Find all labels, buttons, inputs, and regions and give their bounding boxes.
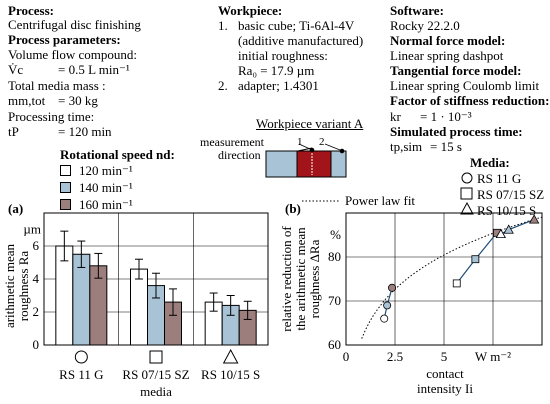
stiffness-symbol: kr <box>390 109 401 124</box>
chart-b-xlabel-line1: contact <box>426 366 464 381</box>
speed-120-label: 120 min⁻¹ <box>79 163 133 178</box>
chart-b-ylabel-line3: roughness ΔRa <box>307 239 322 318</box>
simtime-value: = 15 s <box>430 139 462 154</box>
chart-b-fit-legend-label: Power law fit <box>345 193 415 208</box>
circle-icon <box>74 350 88 364</box>
marker-2-leader <box>324 143 341 151</box>
marker-2: 2 <box>319 136 325 148</box>
chart-b-xtick-label: 2.5 <box>387 349 403 364</box>
square-icon <box>149 350 163 364</box>
cube-body <box>296 150 332 178</box>
media-legend-item-rs1015s: RS 10/15 S <box>477 203 537 218</box>
tangential-force-heading: Tangential force model: <box>390 63 522 78</box>
panel-a-label: (a) <box>8 201 24 216</box>
circle-icon <box>461 172 473 184</box>
point-2-marker <box>339 148 345 154</box>
speed-160-swatch <box>60 199 71 210</box>
flow-value: = 0.5 L min⁻¹ <box>58 62 130 77</box>
normal-force-value: Linear spring dashpot <box>390 48 504 63</box>
workpiece-item2-line1: adapter; 1.4301 <box>238 78 319 93</box>
chart-b-xtick-label: 5 <box>441 349 448 364</box>
speed-heading: Rotational speed nd: <box>60 147 175 162</box>
media-legend-heading: Media: <box>470 155 510 170</box>
media-legend-item-rs11g: RS 11 G <box>477 171 522 186</box>
chart-a-ytick-label: 0 <box>33 337 40 352</box>
process-heading: Process: <box>8 3 54 18</box>
software-value: Rocky 22.2.0 <box>390 18 460 33</box>
speed-140-label: 140 min⁻¹ <box>79 180 133 195</box>
flow-symbol: V̇c <box>8 62 24 77</box>
measurement-label-line1: measurement <box>200 135 264 149</box>
speed-160-label: 160 min⁻¹ <box>79 197 133 212</box>
time-symbol: tP <box>8 124 19 139</box>
triangle-icon <box>222 348 239 364</box>
chart-a-xlabel: media <box>140 384 172 399</box>
media-mass-value: = 30 kg <box>58 93 98 108</box>
time-value: = 120 min <box>58 124 112 139</box>
process-value: Centrifugal disc finishing <box>8 17 141 32</box>
chart-a-category-label: RS 11 G <box>59 367 103 382</box>
marker-1: 1 <box>297 136 303 148</box>
chart-b-point <box>495 228 507 239</box>
workpiece-item1-line3: initial roughness: <box>238 48 328 63</box>
workpiece-heading: Workpiece: <box>218 3 283 18</box>
workpiece-item1-line4: Ra₀ = 17.9 µm <box>238 63 315 78</box>
stiffness-value: = 1 · 10⁻³ <box>420 109 472 124</box>
chart-b-ylabel-line2: the arithmetic mean <box>293 227 308 331</box>
chart-a-ylabel-line2: roughness Ra <box>16 251 31 322</box>
speed-120-swatch <box>60 165 71 176</box>
marker-1-leader <box>298 143 311 150</box>
chart-a-category-label: RS 07/15 SZ <box>122 367 189 382</box>
chart-b-point <box>528 214 540 224</box>
chart-a-ytick-label: 2 <box>33 304 40 319</box>
chart-b-point <box>380 314 389 323</box>
chart-b-ytick-label: 70 <box>328 293 341 308</box>
chart-b-yunit: % <box>330 227 341 242</box>
chart-a-category-label: RS 10/15 S <box>201 367 260 382</box>
chart-b-point <box>388 283 397 292</box>
simtime-symbol: tp,sim <box>390 139 423 154</box>
workpiece-item2-num: 2. <box>218 78 228 93</box>
chart-b-point <box>503 224 514 234</box>
chart-b-xlabel-line2: intensity Ii <box>417 381 473 396</box>
workpiece-variant-title: Workpiece variant A <box>256 116 364 131</box>
flow-label: Volume flow compound: <box>8 47 138 62</box>
workpiece-item1-line2: (additive manufactured) <box>238 33 364 48</box>
time-label: Processing time: <box>8 109 95 124</box>
chart-b-ylabel-line1: relative reduction of <box>279 226 294 332</box>
software-heading: Software: <box>390 3 444 18</box>
chart-b-xtick-label: 0 <box>343 349 350 364</box>
chart-a-unit: µm <box>23 222 41 237</box>
chart-a-ytick-label: 6 <box>33 238 40 253</box>
media-mass-label: Total media mass : <box>8 78 106 93</box>
point-1-marker <box>309 147 315 153</box>
chart-b-point <box>471 255 480 264</box>
measurement-label-line2: direction <box>218 148 261 162</box>
stiffness-heading: Factor of stiffness reduction: <box>390 93 550 108</box>
chart-a-ytick-label: 4 <box>33 271 40 286</box>
tangential-force-value: Linear spring Coulomb limit <box>390 78 540 93</box>
square-icon <box>460 187 473 200</box>
chart-b-point <box>452 279 461 288</box>
normal-force-heading: Normal force model: <box>390 33 506 48</box>
chart-b-fit-curve <box>361 216 543 339</box>
chart-b-ytick-label: 80 <box>328 249 341 264</box>
speed-140-swatch <box>60 182 71 193</box>
simtime-heading: Simulated process time: <box>390 124 523 139</box>
triangle-icon <box>460 201 474 215</box>
workpiece-item1-line1: basic cube; Ti-6Al-4V <box>238 18 355 33</box>
media-legend-item-rs0715sz: RS 07/15 SZ <box>477 187 545 202</box>
chart-b-ytick-label: 60 <box>328 337 341 352</box>
chart-a-ylabel-line1: arithmetic mean <box>2 243 17 328</box>
chart-b-xunit: W m⁻² <box>475 349 511 364</box>
media-mass-symbol: mm,tot <box>8 93 46 108</box>
panel-b-label: (b) <box>285 201 301 216</box>
chart-b-point <box>383 301 392 310</box>
workpiece-item1-num: 1. <box>218 18 228 33</box>
process-params-heading: Process parameters: <box>8 32 121 47</box>
